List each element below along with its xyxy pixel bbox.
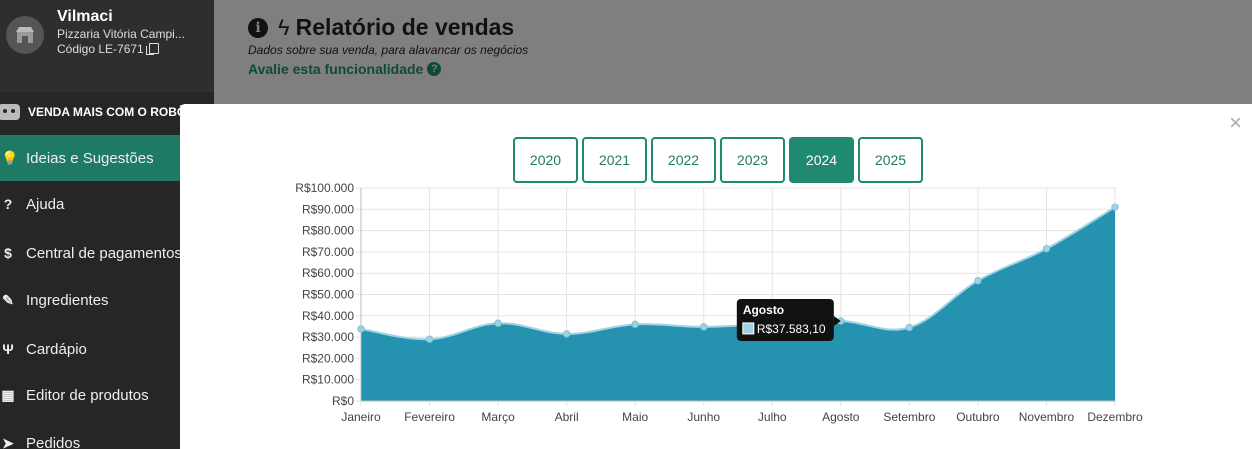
store-header: Vilmaci Pizzaria Vitória Campi... Código… (0, 0, 214, 92)
tooltip-value: R$37.583,10 (757, 322, 826, 336)
y-tick-label: R$90.000 (302, 202, 354, 216)
rate-feature-link[interactable]: Avalie esta funcionalidade ? (248, 61, 528, 77)
sidebar-item-label: Cardápio (26, 340, 87, 358)
y-tick-label: R$80.000 (302, 224, 354, 238)
y-tick-label: R$0 (332, 394, 354, 408)
sidebar-item-editor[interactable]: ▦ Editor de produtos (0, 372, 214, 418)
year-tabs: 2020 2021 2022 2023 2024 2025 (513, 137, 927, 183)
data-point (700, 323, 708, 331)
sales-area-chart: R$0 R$10.000 R$20.000 R$30.000 R$40.000 R$50.… (295, 181, 1143, 424)
x-tick-label: Maio (622, 410, 648, 424)
x-tick-label: Agosto (822, 410, 860, 424)
data-point (1042, 245, 1051, 253)
y-tick-label: R$30.000 (302, 330, 354, 344)
sidebar-item-label: Editor de produtos (26, 386, 149, 404)
sales-area (361, 207, 1115, 401)
x-tick-label: Dezembro (1087, 410, 1143, 424)
y-tick-label: R$40.000 (302, 309, 354, 323)
sidebar-item-ajuda[interactable]: ? Ajuda (0, 181, 214, 227)
utensils-icon: Ψ (2, 341, 14, 357)
year-tab-2024[interactable]: 2024 (789, 137, 854, 183)
rate-feature-label: Avalie esta funcionalidade (248, 61, 424, 77)
x-tick-label: Julho (758, 410, 787, 424)
close-icon[interactable]: × (1229, 110, 1242, 135)
store-code-text: Código LE-7671 (57, 42, 144, 56)
pepper-icon: ✎ (2, 291, 14, 308)
y-tick-label: R$100.000 (295, 181, 354, 195)
store-icon (6, 16, 44, 54)
year-tab-2020[interactable]: 2020 (513, 137, 578, 183)
y-tick-label: R$10.000 (302, 373, 354, 387)
y-tick-label: R$60.000 (302, 266, 354, 280)
data-point (425, 335, 434, 343)
x-tick-label: Março (481, 410, 515, 424)
sidebar-item-label: Ajuda (26, 195, 65, 213)
data-point (905, 323, 914, 332)
tooltip-box (736, 298, 834, 341)
x-tick-label: Setembro (883, 410, 935, 424)
dollar-icon: $ (4, 245, 12, 261)
box-icon: ▦ (1, 386, 15, 403)
sales-chart-modal: × 2020 2021 2022 2023 2024 2025 R$0 R$10.… (180, 104, 1252, 449)
year-tab-2025[interactable]: 2025 (858, 137, 923, 183)
x-tick-label: Novembro (1019, 410, 1075, 424)
sidebar-item-label: Ingredientes (26, 291, 109, 309)
x-tick-label: Abril (555, 410, 579, 424)
robot-icon (0, 104, 20, 120)
x-tick-label: Junho (687, 410, 720, 424)
sidebar: Vilmaci Pizzaria Vitória Campi... Código… (0, 0, 214, 449)
page-title: Relatório de vendas (295, 14, 515, 40)
tooltip-swatch (742, 322, 755, 335)
data-point (974, 276, 982, 285)
lightbulb-icon: 💡 (1, 149, 19, 166)
x-tick-label: Janeiro (341, 410, 381, 424)
y-tick-label: R$70.000 (302, 245, 354, 259)
send-icon: ➤ (2, 434, 14, 449)
sidebar-item-pagamentos[interactable]: $ Central de pagamentos (0, 230, 214, 276)
year-tab-2021[interactable]: 2021 (582, 137, 647, 183)
copy-icon[interactable] (145, 43, 159, 55)
data-point (562, 330, 571, 338)
year-tab-2022[interactable]: 2022 (651, 137, 716, 183)
year-tab-2023[interactable]: 2023 (720, 137, 785, 183)
x-tick-label: Fevereiro (404, 410, 455, 424)
store-code: Código LE-7671 (57, 42, 159, 56)
tooltip-title: Agosto (743, 303, 784, 317)
sidebar-item-ideias[interactable]: 💡 Ideias e Sugestões (0, 135, 214, 181)
page-header: i ϟ Relatório de vendas Dados sobre sua … (248, 14, 528, 77)
sell-more-label: VENDA MAIS COM O ROBÔ (28, 105, 187, 119)
bolt-icon: ϟ (278, 14, 290, 40)
sell-more-robot-link[interactable]: VENDA MAIS COM O ROBÔ (0, 94, 214, 130)
y-tick-label: R$20.000 (302, 351, 354, 365)
sidebar-item-cardapio[interactable]: Ψ Cardápio (0, 326, 214, 372)
store-subtitle: Pizzaria Vitória Campi... (57, 27, 185, 41)
question-circle-icon: ? (3, 196, 13, 212)
sidebar-item-label: Central de pagamentos (26, 244, 182, 262)
info-icon[interactable]: i (248, 17, 268, 38)
tooltip-arrow (833, 315, 841, 326)
sidebar-item-pedidos[interactable]: ➤ Pedidos (0, 420, 214, 449)
data-point (1111, 203, 1119, 211)
data-point (494, 319, 502, 327)
question-circle-icon: ? (427, 62, 442, 76)
x-tick-label: Outubro (956, 410, 1000, 424)
sidebar-item-label: Ideias e Sugestões (26, 149, 154, 167)
store-name: Vilmaci (57, 8, 113, 25)
sidebar-item-ingredientes[interactable]: ✎ Ingredientes (0, 277, 214, 323)
page-subtitle: Dados sobre sua venda, para alavancar os… (248, 43, 529, 57)
y-tick-label: R$50.000 (302, 288, 354, 302)
sidebar-item-label: Pedidos (26, 434, 81, 449)
data-point (631, 320, 639, 329)
